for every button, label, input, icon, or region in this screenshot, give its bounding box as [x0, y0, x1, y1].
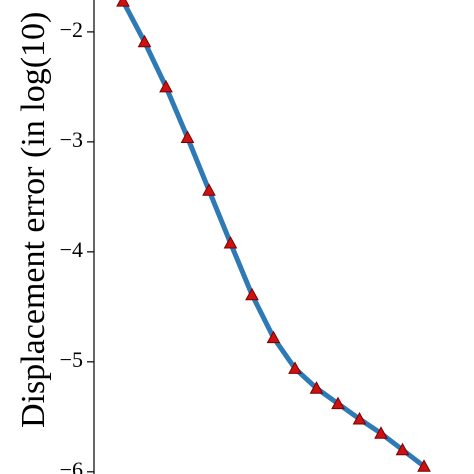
marker [395, 442, 410, 456]
marker [223, 236, 238, 249]
marker [180, 130, 195, 143]
marker [417, 459, 431, 472]
marker [331, 396, 345, 410]
marker [202, 183, 216, 196]
marker [266, 330, 281, 344]
y-tick-label: −3 [60, 127, 83, 152]
marker [245, 287, 259, 301]
y-tick-label: −6 [60, 457, 83, 474]
y-tick-label: −5 [60, 347, 83, 372]
y-axis-label: Displacement error (in log(10) [15, 12, 52, 428]
marker [374, 426, 388, 439]
marker [352, 411, 367, 425]
marker [137, 34, 152, 48]
marker [116, 0, 130, 7]
marker [159, 79, 173, 93]
y-tick-label: −4 [60, 237, 83, 262]
y-tick-label: −2 [60, 17, 83, 42]
marker [288, 361, 302, 374]
line [120, 0, 426, 469]
marker [309, 381, 324, 394]
